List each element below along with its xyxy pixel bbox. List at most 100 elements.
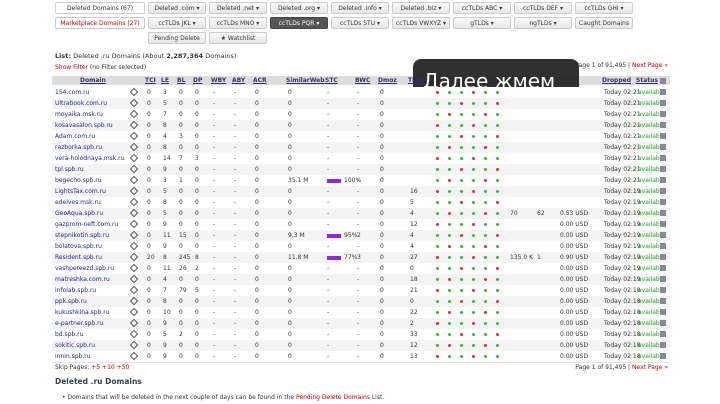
rl-icon[interactable] [660, 265, 666, 271]
nav-tab[interactable]: Deleted .info ▾ [331, 2, 389, 14]
rl-icon[interactable] [660, 243, 666, 249]
rl-icon[interactable] [660, 144, 666, 150]
rl-icon[interactable] [660, 210, 666, 216]
domain-link[interactable]: gazprom-neft.com.ru [55, 221, 119, 228]
cell: 0 [147, 309, 151, 316]
rl-icon[interactable] [660, 221, 666, 227]
rl-icon[interactable] [660, 155, 666, 161]
skip-link[interactable]: +50 [116, 364, 130, 371]
domain-link[interactable]: kosavasalon.spb.ru [55, 122, 113, 129]
domain-link[interactable]: vera-holodnaya.msk.ru [55, 155, 125, 162]
next-page[interactable]: Next Page » [632, 62, 668, 69]
domain-link[interactable]: vashpereezd.spb.ru [55, 265, 115, 272]
cell: - [213, 166, 216, 173]
nav-tab[interactable]: gTLDs ▾ [453, 17, 511, 29]
next-page[interactable]: Next Page » [632, 364, 668, 371]
rl-icon[interactable] [660, 111, 666, 117]
rl-icon[interactable] [660, 166, 666, 172]
rl-icon[interactable] [660, 298, 666, 304]
domain-link[interactable]: begecho.spb.ru [55, 177, 102, 184]
nav-tab[interactable]: ccTLDs VWXYZ ▾ [392, 17, 450, 29]
nav-tab[interactable]: Deleted .com ▾ [148, 2, 206, 14]
nav-tab[interactable]: ★ Watchlist [209, 32, 267, 44]
nav-tab[interactable]: Pending Delete [148, 32, 206, 44]
column-header[interactable]: Domain [80, 77, 106, 84]
column-header[interactable]: TLDs [408, 77, 425, 84]
domain-link[interactable]: innin.spb.ru [55, 353, 91, 360]
domain-link[interactable]: matreshka.com.ru [55, 276, 110, 283]
domain-link[interactable]: moyaika.msk.ru [55, 111, 103, 118]
nav-tab[interactable]: Deleted .net ▾ [209, 2, 267, 14]
column-header[interactable]: TCI [145, 77, 156, 84]
domain-link[interactable]: GeoAqua.spb.ru [55, 210, 104, 217]
domain-link[interactable]: Ultrabook.com.ru [55, 100, 108, 107]
domain-link[interactable]: edelves.msk.ru [55, 199, 101, 206]
domain-link[interactable]: 154.com.ru [55, 89, 90, 96]
column-header[interactable]: SimilarWeb [286, 77, 325, 84]
rl-icon[interactable] [660, 320, 666, 326]
rl-icon[interactable] [660, 331, 666, 337]
domain-link[interactable]: razborka.spb.ru [55, 144, 103, 151]
note-link[interactable]: Pending Delete Domains [295, 394, 370, 401]
show-filter[interactable]: Show Filter (no Filter selected) [55, 64, 146, 72]
rl-icon[interactable] [660, 232, 666, 238]
domain-link[interactable]: Adam.com.ru [55, 133, 96, 140]
nav-tab[interactable]: Caught Domains [575, 17, 633, 29]
nav-tab[interactable]: Marketplace Domains (27) [55, 17, 145, 29]
domain-link[interactable]: LightsTax.com.ru [55, 188, 106, 195]
domain-link[interactable]: tpl.spb.ru [55, 166, 84, 173]
nav-tab[interactable]: Deleted .biz ▾ [392, 2, 450, 14]
nav-tab[interactable]: ngTLDs ▾ [514, 17, 572, 29]
nav-tab[interactable]: ccTLDs PQR ▾ [270, 17, 328, 29]
cell: - [213, 144, 216, 151]
rl-icon[interactable] [660, 309, 666, 315]
cell: 2 [357, 232, 361, 239]
rl-icon[interactable] [660, 287, 666, 293]
nav-tab[interactable]: ccTLDs ABC ▾ [453, 2, 511, 14]
column-header[interactable]: DP [193, 77, 203, 84]
rl-icon[interactable] [660, 89, 666, 95]
rl-icon[interactable] [660, 177, 666, 183]
status-dot [472, 355, 475, 358]
skip-link[interactable]: +5 [91, 364, 101, 371]
nav-tab[interactable]: ccTLDs STU ▾ [331, 17, 389, 29]
column-header[interactable]: ABY [232, 77, 246, 84]
column-header[interactable]: WBY [211, 77, 227, 84]
column-header[interactable]: ACR [253, 77, 267, 84]
rl-icon[interactable] [660, 100, 666, 106]
rl-icon[interactable] [660, 254, 666, 260]
status-dot [484, 223, 487, 226]
column-header[interactable]: BL [177, 77, 186, 84]
nav-tab[interactable]: ccTLDs MNO ▾ [209, 17, 267, 29]
column-header[interactable]: BWC [355, 77, 371, 84]
rl-icon[interactable] [660, 122, 666, 128]
domain-link[interactable]: infolab.spb.ru [55, 287, 97, 294]
nav-tab[interactable]: ccTLDs DEF ▾ [514, 2, 572, 14]
filter-link[interactable]: Show Filter [55, 64, 88, 71]
domain-link[interactable]: e-partner.spb.ru [55, 320, 104, 327]
column-header[interactable]: Status [636, 77, 658, 84]
domain-link[interactable]: kukushkina.spb.ru [55, 309, 110, 316]
domain-link[interactable]: ppk.spb.ru [55, 298, 87, 305]
column-header[interactable]: Dropped [602, 77, 632, 84]
nav-tab[interactable]: ccTLDs GHI ▾ [575, 2, 633, 14]
rl-icon[interactable] [660, 199, 666, 205]
column-header[interactable]: STC [325, 77, 338, 84]
nav-tab[interactable]: Deleted .org ▾ [270, 2, 328, 14]
rl-icon[interactable] [660, 133, 666, 139]
nav-tab[interactable]: Deleted Domains (67) [55, 2, 145, 14]
rl-icon[interactable] [660, 276, 666, 282]
domain-link[interactable]: sokitic.spb.ru [55, 342, 96, 349]
domain-link[interactable]: stepnikotin.spb.ru [55, 232, 110, 239]
domain-link[interactable]: Resident.spb.ru [55, 254, 102, 261]
domain-link[interactable]: bd.spb.ru [55, 331, 84, 338]
skip-link[interactable]: +10 [102, 364, 115, 371]
rl-icon[interactable] [660, 342, 666, 348]
column-header[interactable]: LE [161, 77, 169, 84]
domain-link[interactable]: bolatova.spb.ru [55, 243, 102, 250]
rl-icon[interactable] [660, 188, 666, 194]
rl-icon[interactable] [660, 353, 666, 359]
column-header[interactable]: Dmoz [378, 77, 397, 84]
nav-tab[interactable]: ccTLDs JKL ▾ [148, 17, 206, 29]
cell: 22 [410, 309, 418, 316]
